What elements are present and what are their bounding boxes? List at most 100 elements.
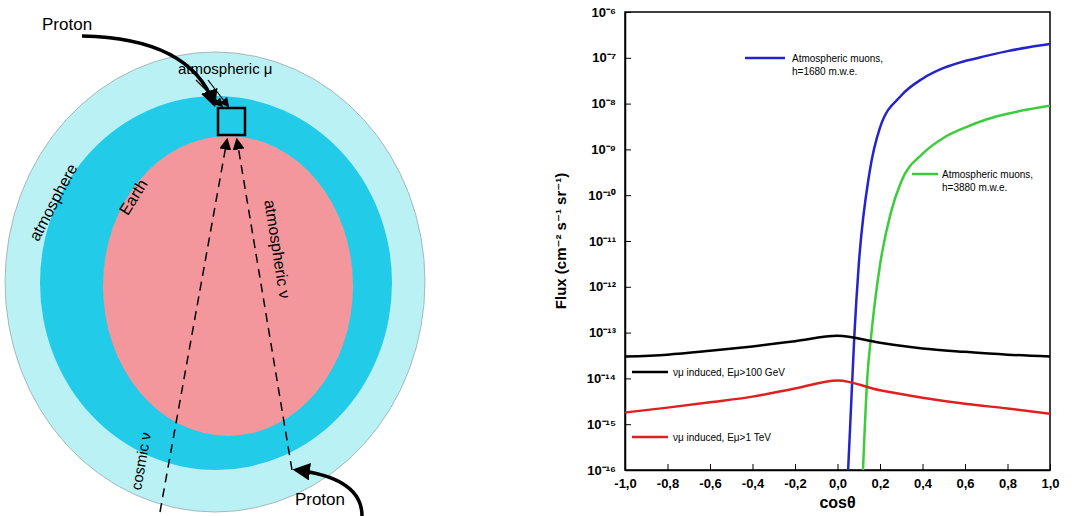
tick-label: 0,8 [999, 476, 1017, 491]
x-tick: -0,4 [742, 464, 765, 491]
tick-mark [625, 58, 631, 59]
detector [218, 108, 245, 135]
plot-area [625, 44, 1050, 470]
tick-mark [625, 470, 631, 471]
tick-mark [625, 333, 631, 334]
legend-swatch [745, 57, 785, 60]
x-tick: 0,8 [999, 464, 1017, 491]
x-tick: -0,6 [699, 464, 721, 491]
tick-mark [668, 464, 669, 470]
tick-label: 10⁻¹⁶ [587, 463, 616, 478]
neutrino-path [237, 140, 292, 470]
series-line [625, 336, 1050, 357]
plot-frame [625, 12, 1050, 470]
y-axis-title: Flux (cm⁻² s⁻¹ sr⁻¹) [552, 173, 569, 309]
tick-label: -1,0 [614, 476, 636, 491]
tick-label: -0,8 [657, 476, 679, 491]
series-line [848, 44, 1050, 470]
tick-label: 10⁻⁶ [592, 5, 616, 20]
tick-label: 0,6 [956, 476, 974, 491]
tick-mark [625, 287, 631, 288]
neutrino-path [160, 140, 227, 512]
y-tick: 10⁻⁶ [592, 5, 631, 20]
legend-label: νμ induced, Eμ>1 TeV [673, 432, 771, 443]
page: Proton atmospheric μ atmosphere Earth atmosp… [0, 0, 1076, 516]
tick-mark [753, 464, 754, 470]
diagram-label: cosmic ν [127, 431, 154, 491]
y-tick: 10⁻¹⁴ [587, 371, 631, 386]
diagram-label: Earth [116, 176, 151, 217]
diagram: Proton atmospheric μ atmosphere Earth atmosp… [5, 15, 425, 516]
x-tick: 0,6 [956, 464, 974, 491]
y-tick: 10⁻¹¹ [589, 234, 631, 249]
tick-label: 0,0 [829, 476, 847, 491]
x-tick: 0,4 [914, 464, 933, 491]
x-tick: 1,0 [1041, 464, 1059, 491]
diagram-label: Proton [295, 490, 345, 509]
tick-mark [923, 464, 924, 470]
legend: Atmospheric muons,h=1680 m.w.e.Atmospher… [632, 53, 1033, 443]
y-tick: 10⁻⁸ [591, 96, 631, 111]
tick-label: 0,2 [871, 476, 889, 491]
muon-arrow [208, 80, 228, 106]
y-tick: 10⁻¹³ [589, 325, 631, 340]
tick-mark [625, 424, 631, 425]
x-tick: 0,0 [829, 464, 847, 491]
tick-label: -0,2 [784, 476, 806, 491]
tick-label: 10⁻¹¹ [589, 234, 616, 249]
tick-label: 10⁻⁸ [591, 96, 616, 111]
tick-label: 10⁻⁹ [591, 142, 616, 157]
tick-mark [795, 464, 796, 470]
series-line [625, 380, 1050, 413]
tick-label: 10⁻⁷ [592, 50, 616, 65]
diagram-label: atmospheric ν [261, 199, 293, 300]
tick-mark [625, 378, 631, 379]
y-tick: 10⁻¹² [589, 279, 631, 294]
tick-mark [1008, 464, 1009, 470]
x-axis-title: cosθ [819, 494, 855, 511]
tick-mark [710, 464, 711, 470]
tick-mark [625, 149, 631, 150]
tick-mark [625, 104, 631, 105]
tick-mark [965, 464, 966, 470]
atmosphere-layer [5, 52, 425, 512]
tick-label: 1,0 [1041, 476, 1059, 491]
diagram-label: atmosphere [26, 161, 81, 244]
canvas: Proton atmospheric μ atmosphere Earth atmosp… [0, 0, 1076, 516]
tick-mark [1050, 464, 1051, 470]
tick-mark [838, 464, 839, 470]
tick-label: 10⁻¹⁴ [587, 371, 616, 386]
tick-mark [625, 12, 631, 13]
diagram-label: atmospheric μ [178, 60, 273, 77]
earth [103, 136, 353, 436]
x-axis: -1,0 -0,8 -0,6 -0,4 -0,2 0,0 0,2 0,4 0,6 0,8 1,0 [614, 464, 1059, 491]
tick-label: 10⁻¹⁵ [587, 417, 616, 432]
legend-label: Atmospheric muons,h=1680 m.w.e. [792, 53, 883, 77]
legend-swatch [632, 371, 668, 374]
diagram-label: Proton [42, 15, 92, 34]
tick-label: 10⁻¹³ [589, 325, 617, 340]
tick-label: 10⁻¹² [589, 279, 617, 294]
tick-label: 0,4 [914, 476, 933, 491]
legend-label: νμ induced, Eμ>100 GeV [673, 367, 785, 378]
y-axis: 10⁻¹⁶ 10⁻¹⁵ 10⁻¹⁴ 10⁻¹³ 10⁻¹² 10⁻¹¹ 10⁻¹⁰ 10⁻⁹ 1… [587, 5, 631, 478]
tick-mark [625, 195, 631, 196]
legend-swatch [632, 436, 668, 439]
tick-label: -0,4 [742, 476, 765, 491]
y-tick: 10⁻¹⁵ [587, 417, 631, 432]
y-tick: 10⁻⁷ [592, 50, 631, 65]
y-tick: 10⁻¹⁶ [587, 463, 631, 478]
tick-mark [625, 241, 631, 242]
y-tick: 10⁻⁹ [591, 142, 631, 157]
chart: -1,0 -0,8 -0,6 -0,4 -0,2 0,0 0,2 0,4 0,6 0,8 1,0 10… [552, 5, 1060, 511]
tick-label: -0,6 [699, 476, 721, 491]
tick-label: 10⁻¹⁰ [588, 188, 616, 203]
legend-swatch [912, 173, 938, 176]
y-tick: 10⁻¹⁰ [588, 188, 631, 203]
x-tick: -0,8 [657, 464, 679, 491]
x-tick: 0,2 [871, 464, 889, 491]
tick-mark [880, 464, 881, 470]
water-layer [40, 96, 392, 470]
x-tick: -0,2 [784, 464, 806, 491]
series-line [863, 106, 1050, 470]
